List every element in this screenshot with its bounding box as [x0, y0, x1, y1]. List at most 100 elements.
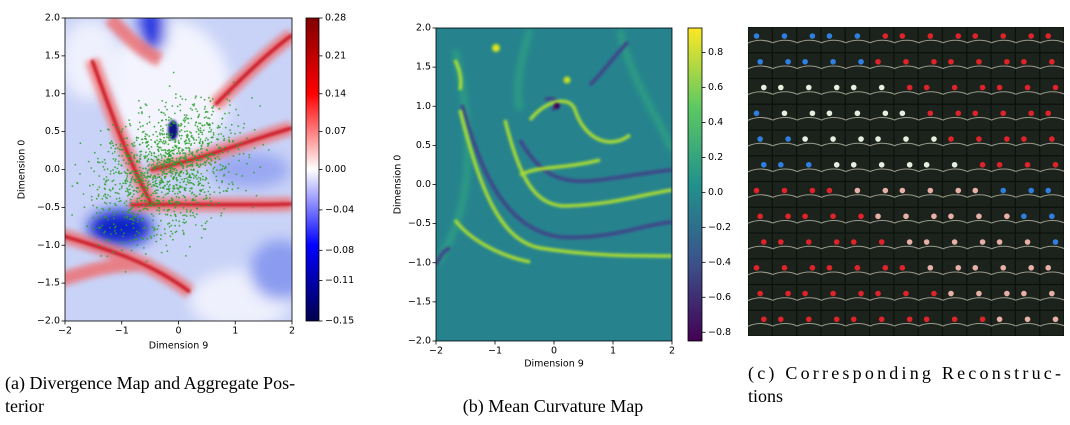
posterior-sample	[198, 122, 200, 125]
thumbnail-track	[942, 194, 967, 198]
thumbnail-object	[1004, 58, 1010, 65]
posterior-sample	[136, 244, 139, 247]
thumbnail-track	[747, 65, 773, 70]
thumbnail-track	[1039, 194, 1065, 198]
posterior-sample	[97, 195, 100, 198]
posterior-sample	[182, 206, 185, 209]
posterior-sample	[140, 185, 142, 188]
colorbar-tick-label: −0.4	[708, 257, 731, 268]
thumbnail-track	[747, 142, 773, 147]
thumbnail-track	[869, 245, 895, 250]
posterior-sample	[167, 164, 169, 167]
posterior-sample	[159, 238, 162, 241]
posterior-sample	[186, 130, 189, 133]
thumbnail-object	[826, 187, 833, 194]
posterior-sample	[189, 107, 192, 110]
posterior-sample	[205, 178, 208, 180]
posterior-sample	[208, 142, 211, 145]
thumbnail-track	[917, 142, 943, 147]
posterior-sample	[126, 180, 129, 183]
thumbnail-track	[820, 142, 846, 147]
thumbnail-object	[1024, 161, 1031, 168]
posterior-sample	[210, 217, 213, 219]
thumbnail-track	[966, 219, 992, 224]
posterior-sample	[175, 162, 178, 165]
posterior-sample	[208, 96, 210, 99]
posterior-sample	[120, 164, 123, 167]
caption: (c) Corresponding Reconstruc-	[748, 363, 1061, 384]
posterior-sample	[138, 121, 141, 124]
posterior-sample	[125, 190, 127, 193]
posterior-sample	[187, 179, 189, 181]
posterior-sample	[228, 100, 231, 102]
posterior-sample	[121, 249, 123, 252]
posterior-sample	[182, 167, 185, 170]
posterior-sample	[134, 170, 136, 173]
posterior-sample	[152, 215, 155, 217]
posterior-sample	[96, 188, 99, 191]
thumbnail-track	[845, 91, 870, 95]
posterior-sample	[155, 189, 158, 192]
posterior-sample	[152, 219, 154, 222]
posterior-sample	[198, 153, 201, 156]
thumbnail-object	[1028, 264, 1034, 271]
posterior-sample	[228, 112, 231, 114]
thumbnail-track	[1015, 219, 1040, 224]
posterior-sample	[145, 141, 147, 144]
posterior-sample	[199, 177, 202, 180]
thumbnail-object	[972, 33, 979, 39]
posterior-sample	[182, 181, 185, 183]
posterior-sample	[137, 137, 140, 139]
posterior-sample	[168, 151, 171, 154]
posterior-sample	[163, 209, 166, 211]
posterior-sample	[179, 175, 182, 178]
posterior-sample	[176, 187, 179, 190]
posterior-sample	[200, 205, 203, 208]
posterior-sample	[146, 160, 149, 163]
posterior-sample	[197, 128, 200, 131]
colorbar-tick-label: 0.6	[708, 82, 723, 93]
thumbnail-object	[805, 161, 812, 168]
posterior-sample	[133, 216, 135, 219]
posterior-sample	[148, 115, 151, 118]
posterior-sample	[136, 197, 139, 200]
posterior-sample	[195, 121, 197, 124]
posterior-sample	[160, 140, 163, 143]
posterior-sample	[172, 163, 175, 166]
posterior-sample	[169, 167, 172, 169]
posterior-sample	[167, 185, 170, 188]
posterior-sample	[175, 178, 178, 180]
posterior-sample	[158, 209, 161, 212]
posterior-sample	[183, 178, 186, 180]
thumbnail-object	[972, 264, 979, 271]
thumbnail-track	[942, 116, 967, 121]
posterior-sample	[201, 178, 204, 181]
posterior-sample	[144, 253, 147, 255]
posterior-sample	[209, 130, 212, 133]
posterior-sample	[189, 190, 191, 192]
posterior-sample	[237, 143, 240, 146]
posterior-sample	[119, 145, 122, 148]
posterior-sample	[223, 138, 226, 140]
posterior-sample	[206, 121, 208, 124]
thumbnail-object	[979, 239, 986, 245]
posterior-sample	[179, 211, 182, 214]
posterior-sample	[139, 158, 142, 161]
posterior-sample	[241, 175, 244, 177]
posterior-sample	[199, 140, 202, 143]
posterior-sample	[116, 147, 119, 150]
posterior-sample	[104, 183, 106, 186]
posterior-sample	[188, 149, 191, 152]
thumbnail-track	[796, 142, 822, 147]
posterior-sample	[231, 181, 234, 184]
posterior-sample	[139, 181, 141, 184]
posterior-sample	[209, 124, 212, 126]
posterior-sample	[155, 177, 157, 180]
posterior-sample	[237, 148, 240, 151]
posterior-sample	[206, 142, 209, 145]
posterior-sample	[141, 219, 144, 222]
posterior-sample	[132, 178, 135, 181]
posterior-sample	[122, 182, 125, 185]
posterior-sample	[125, 153, 128, 156]
posterior-sample	[129, 161, 132, 164]
